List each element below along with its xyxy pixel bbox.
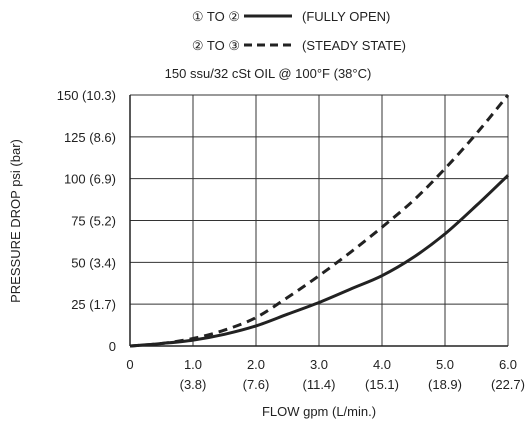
legend-route-label: ② TO ③ xyxy=(192,38,240,53)
series-layer xyxy=(129,94,510,348)
x-tick-sublabel: (22.7) xyxy=(491,377,525,392)
y-tick-label: 150 (10.3) xyxy=(57,88,116,103)
x-tick-label: 5.0 xyxy=(436,357,454,372)
x-tick-label: 0 xyxy=(126,357,133,372)
grid xyxy=(130,94,509,346)
y-tick-label: 25 (1.7) xyxy=(71,297,116,312)
x-tick-label: 2.0 xyxy=(247,357,265,372)
series-line-steady-state xyxy=(129,94,510,348)
tick-labels: 0 1.0 (3.8) 2.0 (7.6) 3.0 (11.4) 4.0 (15.1) 5.0 (1… xyxy=(57,88,525,392)
chart-subtitle: 150 ssu/32 cSt OIL @ 100°F (38°C) xyxy=(165,66,372,81)
y-tick-label: 50 (3.4) xyxy=(71,255,116,270)
x-tick-label: 3.0 xyxy=(310,357,328,372)
x-tick-label: 6.0 xyxy=(499,357,517,372)
legend-entry-fully-open: ① TO ② (FULLY OPEN) xyxy=(192,9,391,24)
legend-label-fully-open: (FULLY OPEN) xyxy=(302,9,390,24)
y-tick-label: 75 (5.2) xyxy=(71,214,116,229)
x-tick-sublabel: (3.8) xyxy=(180,377,207,392)
x-tick-label: 1.0 xyxy=(184,357,202,372)
y-tick-label: 0 xyxy=(109,339,116,354)
legend-route-label: ① TO ② xyxy=(192,9,240,24)
y-tick-label: 100 (6.9) xyxy=(64,172,116,187)
x-tick-sublabel: (18.9) xyxy=(428,377,462,392)
legend-label-steady-state: (STEADY STATE) xyxy=(302,38,406,53)
y-tick-label: 125 (8.6) xyxy=(64,130,116,145)
x-tick-sublabel: (15.1) xyxy=(365,377,399,392)
x-tick-sublabel: (11.4) xyxy=(303,377,336,392)
y-axis-title: PRESSURE DROP psi (bar) xyxy=(8,139,23,303)
x-axis-title: FLOW gpm (L/min.) xyxy=(262,404,376,419)
legend-entry-steady-state: ② TO ③ (STEADY STATE) xyxy=(192,38,406,53)
legend: ① TO ② (FULLY OPEN) ② TO ③ (STEADY STATE… xyxy=(165,9,406,81)
x-tick-sublabel: (7.6) xyxy=(243,377,270,392)
x-tick-label: 4.0 xyxy=(373,357,391,372)
series-line-fully-open xyxy=(129,174,510,348)
axes xyxy=(129,95,508,347)
